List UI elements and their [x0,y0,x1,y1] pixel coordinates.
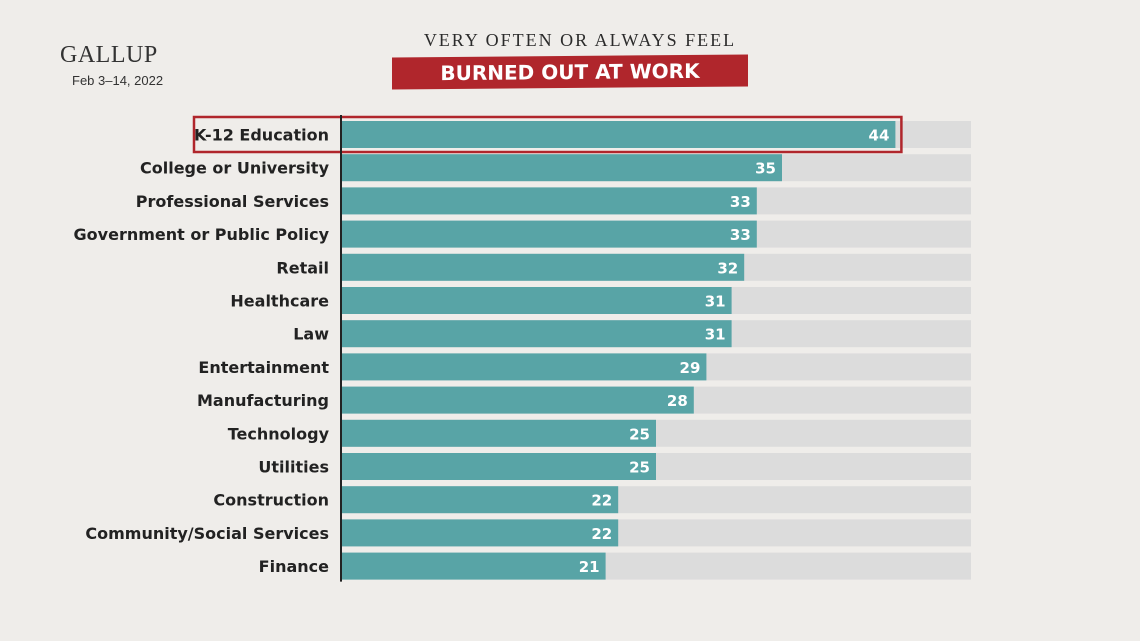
category-label: Professional Services [136,192,329,211]
category-label: K-12 Education [194,126,329,145]
category-label: College or University [140,159,330,178]
value-label: 44 [869,127,890,145]
bar [341,187,757,215]
value-label: 31 [705,326,726,344]
bar [341,486,619,514]
category-label: Finance [259,557,329,576]
bar [341,121,896,148]
chart-kicker: VERY OFTEN OR ALWAYS FEEL [423,30,737,50]
category-label: Utilities [258,458,329,477]
highlight-box [192,115,903,154]
value-label: 28 [667,392,688,410]
value-label: 35 [755,160,776,178]
category-label: Retail [276,258,329,277]
bar [341,253,745,281]
bar [341,386,694,414]
value-label: 32 [717,259,738,277]
value-label: 33 [730,226,751,244]
gallup-logo: GALLUP [60,42,158,68]
bar [341,519,619,547]
brand: GALLUP Feb 3–14, 2022 [60,42,163,88]
value-label: 22 [591,525,612,543]
value-label: 31 [705,293,726,311]
bar [341,287,732,314]
value-label: 21 [579,558,600,576]
bar [341,154,782,182]
category-label: Government or Public Policy [74,225,330,244]
category-label: Healthcare [230,292,329,311]
category-label: Construction [213,491,329,510]
category-label: Entertainment [198,358,329,377]
bar [341,320,732,348]
bar [341,220,757,248]
survey-date: Feb 3–14, 2022 [72,73,164,88]
value-label: 33 [730,193,751,211]
category-label: Technology [228,424,330,443]
bar [341,353,707,381]
bar [341,453,656,480]
value-label: 22 [591,492,612,510]
value-label: 29 [680,359,701,377]
value-label: 25 [629,425,650,443]
category-label: Law [293,325,329,344]
value-label: 25 [629,459,650,477]
bar [341,419,656,447]
bar [341,552,606,580]
category-label: Manufacturing [197,391,329,410]
category-label: Community/Social Services [85,524,329,543]
